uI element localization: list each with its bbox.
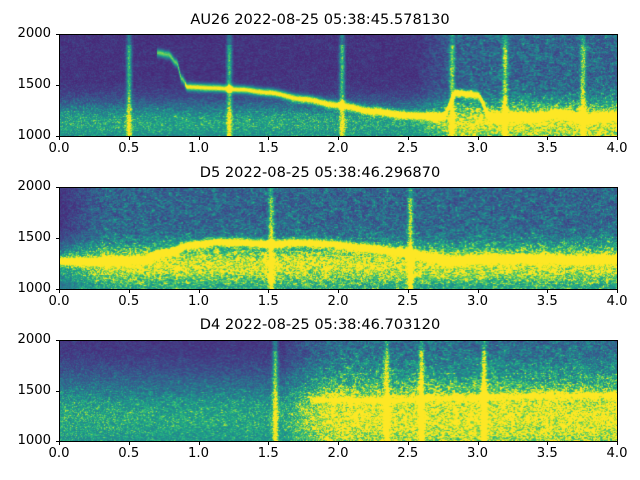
x-tick-label: 0.0 [48,294,70,309]
axis-top [59,34,618,35]
y-tick-label: 2000 [17,332,51,347]
x-tick [129,289,130,293]
x-tick [478,136,479,140]
axis-left [59,187,60,290]
y-tick-label: 1000 [17,433,51,448]
y-tick-label: 2000 [17,26,51,41]
x-tick [268,136,269,140]
x-tick-label: 2.0 [327,446,349,461]
x-tick-label: 3.0 [467,141,488,156]
y-tick [55,441,59,442]
axis-right [617,34,618,137]
x-tick-label: 2.0 [327,294,349,309]
x-tick-label: 4.0 [606,141,628,156]
axis-right [617,187,618,290]
axis-left [59,340,60,442]
x-tick-label: 3.0 [467,446,488,461]
x-tick-label: 2.5 [397,446,419,461]
spectrogram-image [59,187,617,289]
panel-title: D5 2022-08-25 05:38:46.296870 [199,164,441,181]
x-tick [617,441,618,445]
y-tick-label: 1500 [17,230,51,245]
y-tick [55,289,59,290]
x-tick [547,289,548,293]
y-tick-label: 2000 [17,179,51,194]
x-tick-label: 0.0 [48,446,70,461]
x-tick [547,441,548,445]
y-tick-label: 1000 [17,128,51,143]
y-tick-label: 1000 [17,281,51,296]
x-tick [59,289,60,293]
x-tick [547,136,548,140]
x-tick-label: 0.0 [48,141,70,156]
panel-title: AU26 2022-08-25 05:38:45.578130 [190,11,450,28]
x-tick [478,441,479,445]
x-tick-label: 3.0 [467,294,488,309]
x-tick-label: 1.0 [188,294,209,309]
x-tick [338,136,339,140]
y-tick-label: 1500 [17,382,51,398]
x-tick [199,289,200,293]
x-tick-label: 0.5 [118,141,140,156]
spectrogram-image [59,34,617,136]
x-tick [338,289,339,293]
x-tick-label: 1.5 [257,446,279,461]
panel-title: D4 2022-08-25 05:38:46.703120 [199,316,441,333]
spectrogram-axes [59,34,617,136]
x-tick-label: 4.0 [606,446,628,461]
x-tick [617,289,618,293]
x-tick-label: 0.5 [118,446,140,461]
x-tick [268,289,269,293]
x-tick [129,441,130,445]
x-tick-label: 1.0 [188,446,209,461]
x-tick-label: 2.0 [327,141,349,156]
x-tick-label: 0.5 [118,294,140,309]
x-tick-label: 1.5 [257,141,279,156]
spectrogram-axes [59,340,617,441]
axis-top [59,340,618,341]
y-tick-label: 1500 [17,77,51,92]
x-tick [478,289,479,293]
x-tick [408,289,409,293]
x-tick [408,136,409,140]
x-tick [129,136,130,140]
x-tick [617,136,618,140]
x-tick-label: 4.0 [606,294,628,309]
spectrogram-image [59,340,617,441]
y-tick [55,238,59,239]
x-tick-label: 1.5 [257,294,279,309]
x-tick-label: 3.5 [536,294,558,309]
x-tick-label: 3.5 [536,141,558,156]
x-tick [59,441,60,445]
axis-top [59,187,618,188]
x-tick [268,441,269,445]
x-tick-label: 2.5 [397,141,419,156]
axis-right [617,340,618,442]
x-tick [199,441,200,445]
y-tick [55,85,59,86]
y-tick [55,340,59,341]
x-tick [59,136,60,140]
x-tick-label: 3.5 [536,446,558,461]
x-tick [199,136,200,140]
x-tick-label: 1.0 [188,141,209,156]
y-tick [55,34,59,35]
axis-left [59,34,60,137]
spectrogram-axes [59,187,617,289]
x-tick-label: 2.5 [397,294,419,309]
x-tick [408,441,409,445]
y-tick [55,136,59,137]
y-tick [55,187,59,188]
x-tick [338,441,339,445]
y-tick [55,391,59,392]
